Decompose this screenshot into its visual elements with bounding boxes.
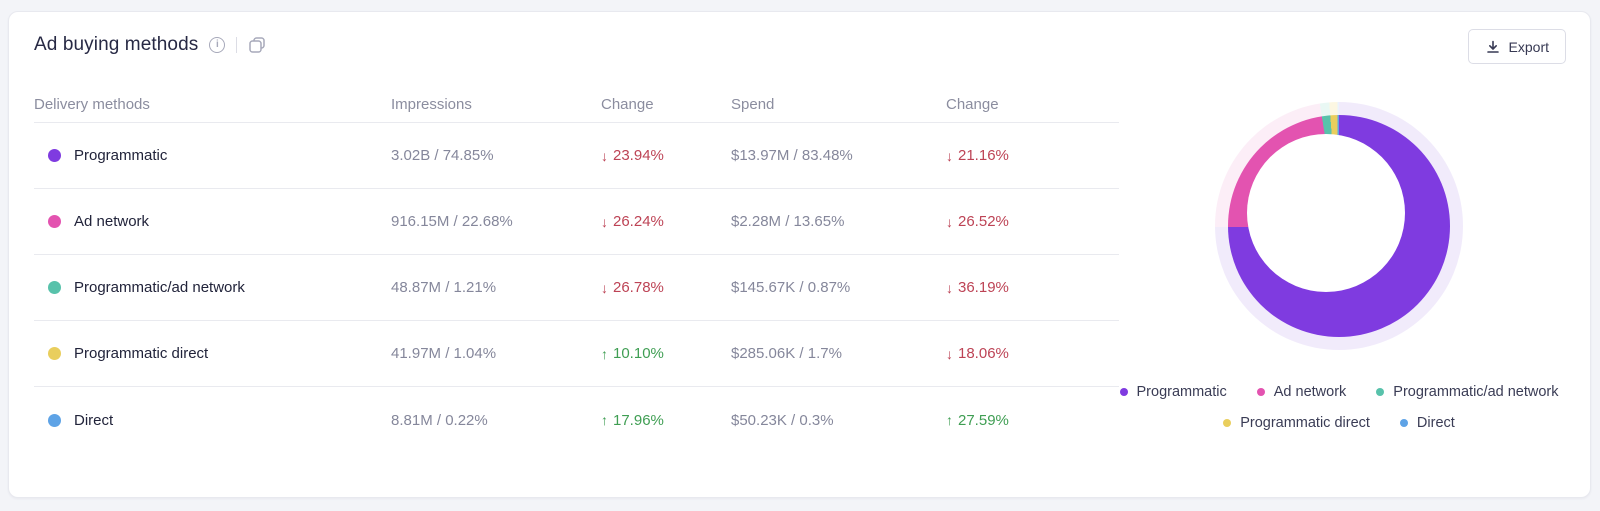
impressions-change: ↓ 26.78% [601,279,731,296]
spend-value: $50.23K / 0.3% [731,411,834,429]
legend-dot [1223,419,1232,427]
method-label: Programmatic direct [74,345,209,362]
copy-icon[interactable] [248,36,266,54]
change-value: 26.24% [613,213,664,230]
spend-value: $285.06K / 1.7% [731,345,842,362]
table-header-row: Delivery methods Impressions Change Spen… [34,86,1119,123]
legend-label: Direct [1416,415,1455,431]
method-cell: Ad network [34,213,391,230]
legend-dot [1256,388,1265,396]
trend-arrow-icon: ↓ [946,213,953,230]
spend-change: ↓ 18.06% [946,345,1119,362]
impressions-value: 8.81M / 0.22% [391,411,488,429]
header-divider [236,37,238,53]
download-icon [1485,39,1501,55]
change-value: 21.16% [958,147,1009,164]
table-row: Direct 8.81M / 0.22% ↑ 17.96% $50.23K / … [34,387,1119,453]
series-color-dot [48,347,61,360]
change-value: 17.96% [613,411,664,429]
series-color-dot [48,215,61,228]
table-row: Programmatic/ad network 48.87M / 1.21% ↓… [34,255,1119,321]
change-value: 26.78% [613,279,664,296]
method-cell: Programmatic [34,147,391,164]
donut-hole [1247,134,1405,292]
method-label: Programmatic [74,147,168,164]
change-value: 26.52% [958,213,1009,230]
change-value: 36.19% [958,279,1009,296]
method-label: Direct [74,411,114,429]
series-color-dot [48,281,61,294]
impressions-change: ↓ 26.24% [601,213,731,230]
delivery-methods-table: Delivery methods Impressions Change Spen… [34,86,1119,453]
table-row: Programmatic direct 41.97M / 1.04% ↑ 10.… [34,321,1119,387]
panel-title: Ad buying methods [34,34,199,55]
method-label: Ad network [74,213,150,230]
legend-item-programmatic-ad-network[interactable]: Programmatic/ad network [1376,384,1559,400]
trend-arrow-icon: ↑ [601,345,608,362]
trend-arrow-icon: ↓ [601,279,608,296]
panel-header: Ad buying methods i [34,34,266,56]
impressions-change: ↑ 10.10% [601,345,731,362]
impressions-value: 3.02B / 74.85% [391,147,494,164]
trend-arrow-icon: ↑ [946,412,953,428]
spend-value: $2.28M / 13.65% [731,213,845,230]
legend-dot [1399,419,1408,427]
impressions-value: 916.15M / 22.68% [391,213,513,230]
column-header-spend: Spend [731,95,775,113]
trend-arrow-icon: ↓ [946,279,953,296]
method-cell: Programmatic direct [34,345,391,362]
legend-item-programmatic[interactable]: Programmatic [1119,384,1227,400]
spend-change: ↓ 36.19% [946,279,1119,296]
ad-buying-methods-panel: Ad buying methods i Export Delivery meth… [8,11,1591,498]
legend-label: Programmatic direct [1240,415,1370,431]
trend-arrow-icon: ↓ [946,147,953,164]
impressions-change: ↓ 23.94% [601,147,731,164]
export-button[interactable]: Export [1467,29,1566,64]
legend-label: Programmatic [1136,384,1227,400]
trend-arrow-icon: ↓ [946,345,953,362]
method-cell: Programmatic/ad network [34,279,391,296]
legend-label: Programmatic/ad network [1393,384,1559,400]
method-cell: Direct [34,412,391,429]
legend-item-programmatic-direct[interactable]: Programmatic direct [1223,415,1370,431]
legend-label: Ad network [1273,384,1347,400]
impressions-change: ↑ 17.96% [601,412,731,429]
change-value: 18.06% [958,345,1009,362]
trend-arrow-icon: ↓ [601,213,608,230]
chart-legend: Programmatic Ad network Programmatic/ad … [1099,384,1579,431]
spend-change: ↓ 26.52% [946,213,1119,230]
legend-item-direct[interactable]: Direct [1399,415,1455,431]
table-row: Ad network 916.15M / 22.68% ↓ 26.24% $2.… [34,189,1119,255]
column-header-impressions-change: Change [601,95,654,113]
legend-dot [1119,388,1128,396]
spend-value: $145.67K / 0.87% [731,279,851,296]
column-header-delivery-methods: Delivery methods [34,95,150,113]
trend-arrow-icon: ↑ [601,412,608,428]
series-color-dot [48,413,61,427]
method-label: Programmatic/ad network [74,279,245,296]
donut-chart[interactable] [1215,102,1463,350]
info-icon[interactable]: i [209,37,226,53]
column-header-impressions: Impressions [391,95,472,113]
spend-change: ↓ 21.16% [946,147,1119,164]
legend-dot [1376,388,1385,396]
impressions-value: 48.87M / 1.21% [391,279,497,296]
export-button-label: Export [1508,38,1549,55]
change-value: 27.59% [958,411,1009,429]
change-value: 23.94% [613,147,664,164]
legend-item-ad-network[interactable]: Ad network [1256,384,1347,400]
change-value: 10.10% [613,345,664,362]
spend-value: $13.97M / 83.48% [731,147,853,164]
trend-arrow-icon: ↓ [601,147,608,164]
column-header-spend-change: Change [946,95,999,113]
spend-change: ↑ 27.59% [946,412,1119,429]
series-color-dot [48,149,61,162]
table-row: Programmatic 3.02B / 74.85% ↓ 23.94% $13… [34,123,1119,189]
impressions-value: 41.97M / 1.04% [391,345,497,362]
